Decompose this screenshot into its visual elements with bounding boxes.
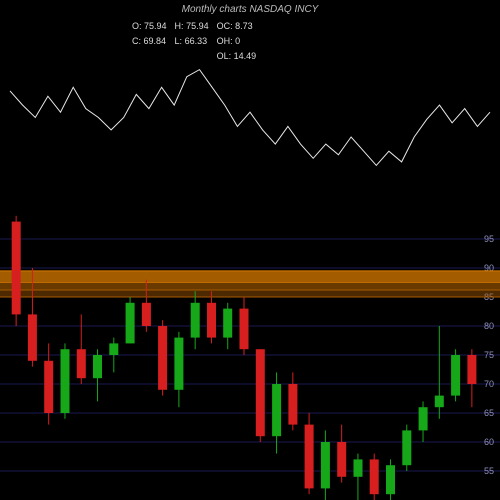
candle-body — [191, 303, 200, 338]
y-tick-label: 60 — [484, 437, 494, 447]
candle-body — [240, 309, 249, 350]
candle-body — [402, 430, 411, 465]
candle-body — [272, 384, 281, 436]
ohlc-L-val: 66.33 — [185, 36, 208, 46]
price-band — [0, 283, 500, 291]
y-tick-label: 65 — [484, 408, 494, 418]
ohlc-OH-label: OH: 0 — [217, 35, 263, 48]
price-band — [0, 290, 500, 297]
chart-canvas: 556065707580859095 — [0, 0, 500, 500]
y-tick-label: 55 — [484, 466, 494, 476]
chart-title: Monthly charts NASDAQ INCY — [0, 4, 500, 15]
candle-body — [174, 338, 183, 390]
candle-body — [44, 361, 53, 413]
candle-body — [451, 355, 460, 396]
candle-body — [158, 326, 167, 390]
y-tick-label: 80 — [484, 321, 494, 331]
candle-body — [435, 396, 444, 408]
ohlc-O-val: 75.94 — [144, 21, 167, 31]
candle-body — [321, 442, 330, 488]
candle-body — [93, 355, 102, 378]
ohlc-H-label: H: 75.94 — [175, 20, 215, 33]
ohlc-OC-val: 8.73 — [235, 21, 253, 31]
candle-body — [419, 407, 428, 430]
candle-body — [305, 425, 314, 489]
candle-body — [109, 343, 118, 355]
y-tick-label: 95 — [484, 234, 494, 244]
candle-body — [126, 303, 135, 344]
candle-body — [370, 459, 379, 494]
ohlc-C-label: C: 69.84 — [132, 35, 173, 48]
candle-body — [354, 459, 363, 476]
ohlc-OC-label: OC: 8.73 — [217, 20, 263, 33]
ohlc-OL-label: OL: 14.49 — [217, 50, 263, 63]
candle-body — [28, 314, 37, 360]
price-band — [0, 271, 500, 283]
candle-body — [142, 303, 151, 326]
candle-body — [386, 465, 395, 494]
y-tick-label: 70 — [484, 379, 494, 389]
candle-body — [77, 349, 86, 378]
ohlc-OH-val: 0 — [235, 36, 240, 46]
y-tick-label: 75 — [484, 350, 494, 360]
ohlc-OL-val: 14.49 — [234, 51, 257, 61]
ohlc-L-label: L: 66.33 — [175, 35, 215, 48]
ohlc-H-val: 75.94 — [186, 21, 209, 31]
ohlc-O-label: O: 75.94 — [132, 20, 173, 33]
candle-body — [223, 309, 232, 338]
ohlc-summary: O: 75.94 H: 75.94 OC: 8.73 C: 69.84 L: 6… — [130, 18, 264, 65]
candle-body — [256, 349, 265, 436]
ohlc-C-val: 69.84 — [144, 36, 167, 46]
candle-body — [61, 349, 70, 413]
candle-body — [288, 384, 297, 425]
candle-body — [467, 355, 476, 384]
candle-body — [207, 303, 216, 338]
sparkline — [10, 70, 490, 166]
candle-body — [12, 222, 21, 315]
candle-body — [337, 442, 346, 477]
